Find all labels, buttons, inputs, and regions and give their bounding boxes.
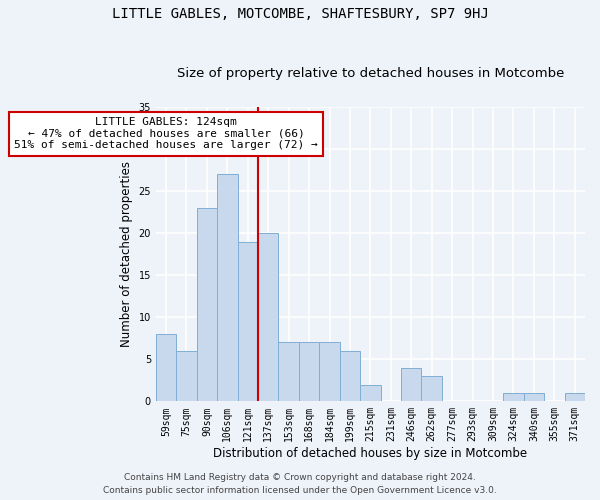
Y-axis label: Number of detached properties: Number of detached properties bbox=[120, 161, 133, 347]
Bar bbox=[156, 334, 176, 402]
Bar bbox=[217, 174, 238, 402]
Bar bbox=[197, 208, 217, 402]
Bar bbox=[340, 351, 360, 402]
Text: LITTLE GABLES: 124sqm
← 47% of detached houses are smaller (66)
51% of semi-deta: LITTLE GABLES: 124sqm ← 47% of detached … bbox=[14, 117, 318, 150]
Bar bbox=[258, 233, 278, 402]
Text: Contains HM Land Registry data © Crown copyright and database right 2024.
Contai: Contains HM Land Registry data © Crown c… bbox=[103, 474, 497, 495]
Bar bbox=[421, 376, 442, 402]
Bar bbox=[565, 393, 585, 402]
Bar bbox=[238, 242, 258, 402]
Title: Size of property relative to detached houses in Motcombe: Size of property relative to detached ho… bbox=[177, 66, 564, 80]
Text: LITTLE GABLES, MOTCOMBE, SHAFTESBURY, SP7 9HJ: LITTLE GABLES, MOTCOMBE, SHAFTESBURY, SP… bbox=[112, 8, 488, 22]
Bar bbox=[176, 351, 197, 402]
Bar bbox=[319, 342, 340, 402]
Bar bbox=[503, 393, 524, 402]
Bar bbox=[401, 368, 421, 402]
Bar bbox=[524, 393, 544, 402]
X-axis label: Distribution of detached houses by size in Motcombe: Distribution of detached houses by size … bbox=[214, 447, 527, 460]
Bar bbox=[278, 342, 299, 402]
Bar bbox=[360, 384, 380, 402]
Bar bbox=[299, 342, 319, 402]
